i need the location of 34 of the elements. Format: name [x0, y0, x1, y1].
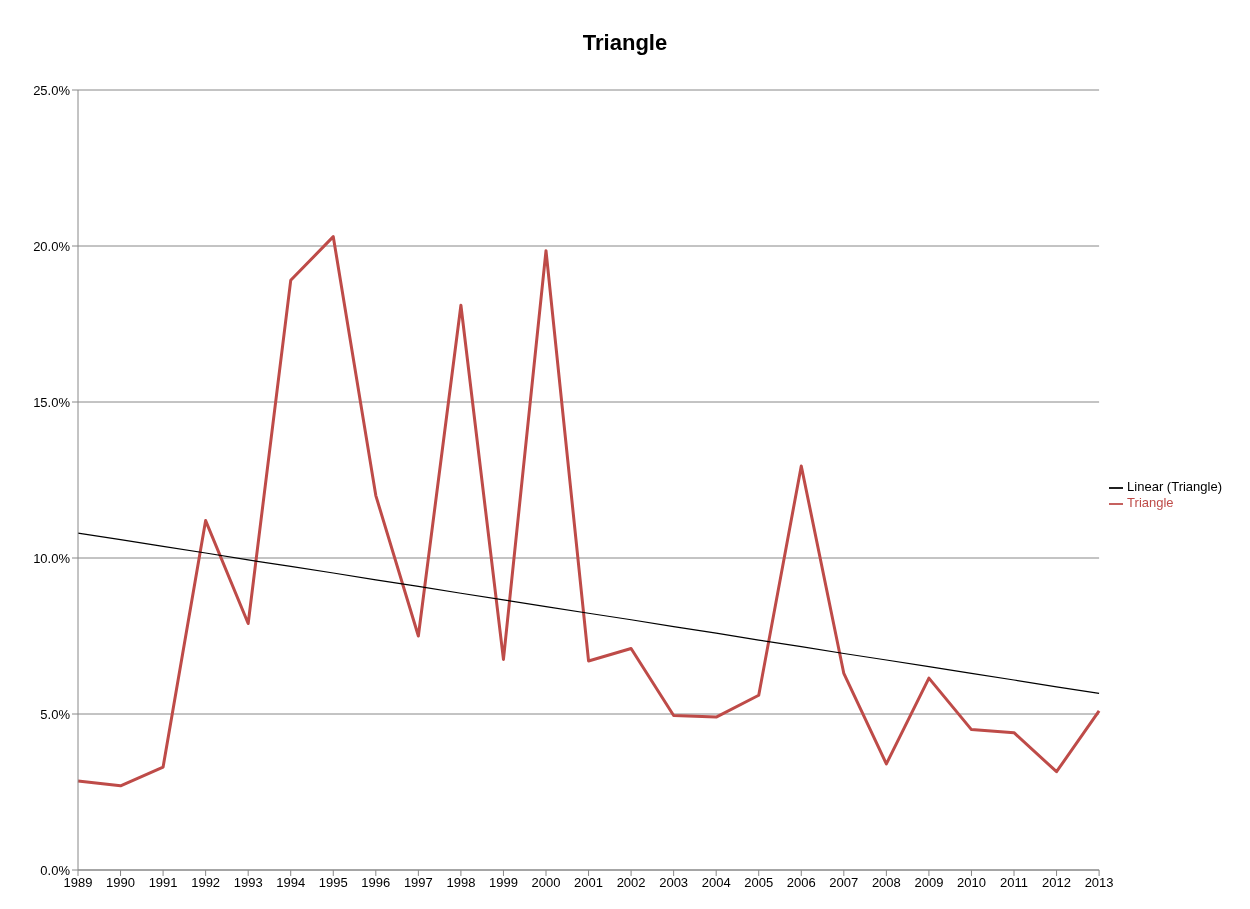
- x-tick-label: 2005: [744, 875, 774, 891]
- y-tick-label: 20.0%: [33, 238, 71, 254]
- y-tick-label: 0.0%: [40, 862, 71, 878]
- x-tick-label: 1995: [318, 875, 348, 891]
- x-tick-label: 1993: [233, 875, 263, 891]
- x-tick-label: 2013: [1084, 875, 1114, 891]
- x-tick-label: 1991: [148, 875, 178, 891]
- x-tick-label: 1999: [488, 875, 518, 891]
- x-tick-label: 1997: [403, 875, 433, 891]
- x-tick-label: 1996: [361, 875, 391, 891]
- x-tick-label: 1990: [106, 875, 136, 891]
- x-tick-label: 2002: [616, 875, 646, 891]
- y-tick-label: 5.0%: [40, 706, 71, 722]
- x-tick-label: 1989: [63, 875, 93, 891]
- chart-title: Triangle: [581, 29, 669, 57]
- x-tick-label: 1994: [276, 875, 306, 891]
- x-tick-label: 2012: [1042, 875, 1072, 891]
- y-tick-label: 15.0%: [33, 394, 71, 410]
- y-tick-label: 10.0%: [33, 550, 71, 566]
- x-tick-label: 1998: [446, 875, 476, 891]
- y-tick-label: 25.0%: [33, 82, 71, 98]
- legend-label: Linear (Triangle): [1127, 479, 1222, 495]
- x-tick-label: 2007: [829, 875, 859, 891]
- x-tick-label: 2004: [701, 875, 731, 891]
- x-tick-label: 1992: [191, 875, 221, 891]
- x-tick-label: 2003: [659, 875, 689, 891]
- x-tick-label: 2000: [531, 875, 561, 891]
- x-tick-label: 2008: [871, 875, 901, 891]
- x-tick-label: 2011: [1000, 875, 1028, 891]
- x-tick-label: 2009: [914, 875, 944, 891]
- legend-label: Triangle: [1127, 495, 1174, 510]
- x-tick-label: 2006: [786, 875, 816, 891]
- x-tick-label: 2010: [957, 875, 986, 891]
- x-tick-label: 2001: [574, 875, 604, 891]
